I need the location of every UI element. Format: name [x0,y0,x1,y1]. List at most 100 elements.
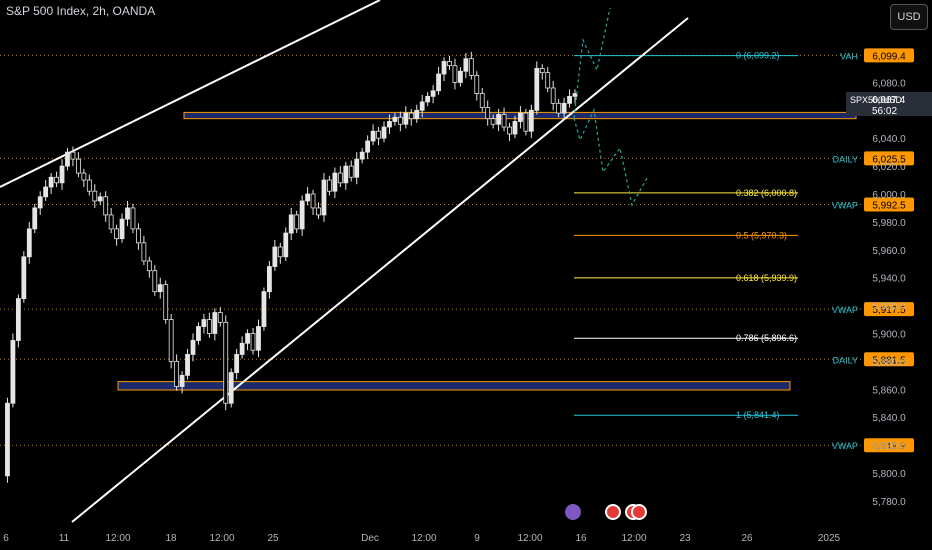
level-price-tag-3 [864,302,914,317]
x-tick-label: 12:00 [105,533,130,544]
candle-body [507,126,512,135]
lower-zone[interactable] [117,381,791,391]
candle-body [468,58,474,76]
candle-body [316,207,321,216]
candle-body [266,266,272,293]
candle-body [92,190,98,202]
level-label-4: DAILY [833,355,858,365]
current-price-badge [846,91,932,116]
candle-body [239,342,245,355]
level-price-tag-4 [864,352,914,367]
candle-body [65,151,70,167]
candle-body [441,61,447,75]
candle-body [32,207,38,230]
candle-body [261,291,267,327]
candle-body [539,68,545,74]
price-axis[interactable] [862,0,932,550]
x-tick-label: 11 [59,533,70,544]
candle-body [234,354,240,373]
candle-body [54,176,59,184]
candle-body [321,179,327,216]
y-tick-label: 5,920.0 [872,302,906,313]
candle-body [141,242,147,262]
x-tick-label: Dec [361,533,379,544]
y-tick-label: 6,020.0 [872,162,906,173]
candle-body [419,101,425,111]
candle-body [250,333,256,351]
candle-body [528,109,534,132]
chart-title: S&P 500 Index, 2h, OANDA [6,4,156,18]
x-tick-label: 9 [474,533,480,544]
candle-body [174,360,180,387]
candle-body [354,158,360,178]
candle-body [15,298,21,341]
x-tick-label: 16 [575,533,587,544]
fib-label-0: 0 (6,099.2) [736,51,780,61]
candle-body [387,121,392,128]
y-tick-label: 5,940.0 [872,274,906,285]
candle-body [10,340,16,404]
candle-body [196,326,201,341]
y-tick-label: 5,860.0 [872,385,906,396]
candle-body [561,102,567,114]
x-tick-label: 23 [679,533,691,544]
candle-body [114,228,119,240]
candle-body [496,114,502,125]
candle-body [447,61,452,67]
candle-body [21,256,27,300]
candle-body [48,176,54,188]
candle-body [359,151,365,160]
candle-body [86,179,92,192]
level-price-text-5: 5,819.9 [872,441,906,452]
candle-body [490,118,496,125]
candle-body [556,102,562,114]
x-tick-label: 18 [165,533,177,544]
candle-body [376,130,381,139]
candle-body [408,112,414,120]
x-tick-label: 12:00 [209,533,234,544]
currency-button[interactable]: USD [890,4,928,30]
y-tick-label: 5,960.0 [872,246,906,257]
time-axis[interactable] [0,522,932,550]
fib-label-1: 0.382 (6,000.8) [736,188,797,198]
price-badge-countdown: 56:02 [872,106,897,117]
x-tick-label: 26 [741,533,753,544]
candle-body [370,130,376,142]
candle-body [283,232,289,258]
candle-body [185,354,190,376]
x-tick-label: 12:00 [411,533,436,544]
candle-body [256,326,261,351]
x-tick-label: 25 [267,533,279,544]
level-price-text-2: 5,992.5 [872,200,906,211]
candle-body [294,214,300,230]
candle-body [245,333,250,344]
candle-body [310,193,316,209]
level-price-tag-0 [864,48,914,63]
candle-body [567,95,572,104]
y-tick-label: 5,820.0 [872,441,906,452]
us-flag-event-icon[interactable] [631,504,647,520]
candle-body [365,140,371,153]
candle-body [348,165,354,178]
candle-body [76,158,81,174]
candle-body [381,126,387,139]
candle-body [392,116,398,122]
level-price-text-1: 6,025.5 [872,154,906,165]
projection-path-down [573,107,648,207]
y-tick-label: 5,980.0 [872,218,906,229]
y-tick-label: 5,840.0 [872,413,906,424]
level-label-3: VWAP [832,305,858,315]
upper-trendline[interactable] [0,0,381,188]
candle-body [436,73,441,92]
rising-trendline[interactable] [71,17,689,523]
lightning-event-icon[interactable] [565,504,581,520]
candle-body [430,90,436,97]
candle-body [550,87,556,104]
candle-body [108,214,114,230]
candle-body [299,200,305,230]
candle-body [157,284,163,293]
candle-body [343,165,349,184]
fib-label-5: 1 (5,841.4) [736,410,780,420]
us-flag-event-icon[interactable] [605,504,621,520]
